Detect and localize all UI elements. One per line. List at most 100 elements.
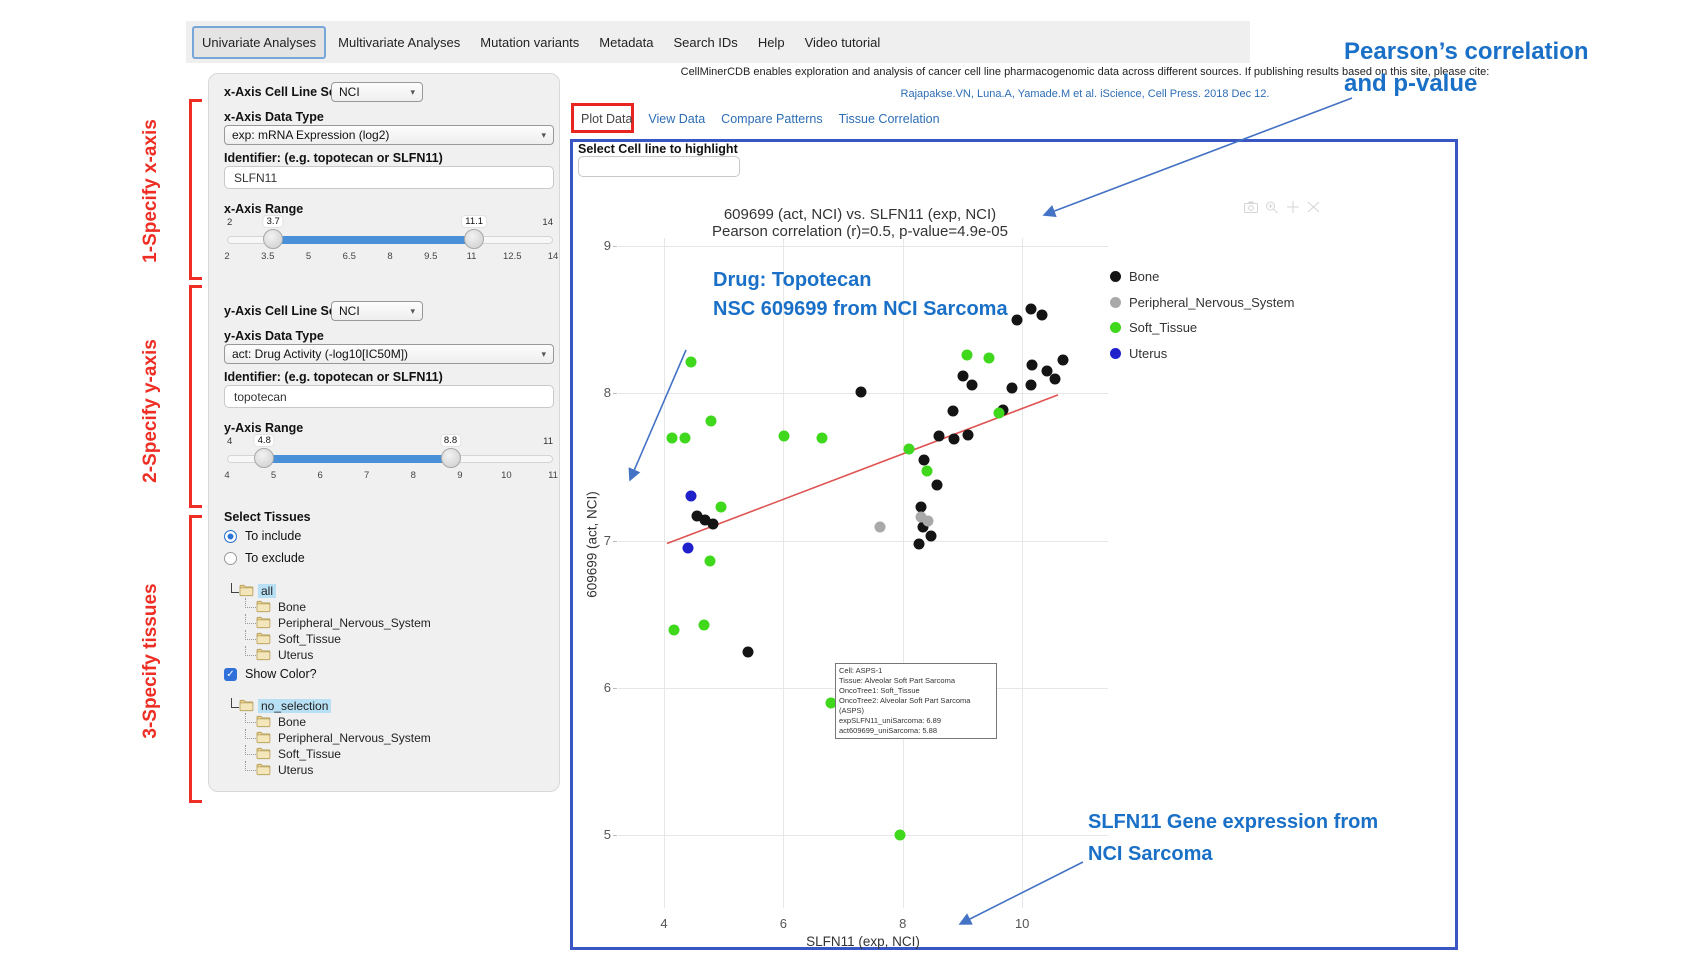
- data-point-bone[interactable]: [913, 538, 925, 550]
- tab-plot-data[interactable]: Plot Data: [581, 112, 633, 126]
- tree-node-peripheral-nervous-system[interactable]: Peripheral_Nervous_System: [245, 729, 434, 745]
- data-point-bone[interactable]: [933, 430, 945, 442]
- nav-tab-univariate-analyses[interactable]: Univariate Analyses: [192, 25, 327, 59]
- data-point-soft-tissue[interactable]: [983, 352, 995, 364]
- tree-node-all[interactable]: all: [231, 582, 277, 598]
- data-point-soft-tissue[interactable]: [816, 432, 828, 444]
- citation-link[interactable]: Rajapakse.VN, Luna.A, Yamade.M et al. iS…: [900, 88, 1270, 100]
- data-point-soft-tissue[interactable]: [921, 465, 933, 477]
- tab-view-data[interactable]: View Data: [648, 112, 706, 126]
- y-identifier-input[interactable]: topotecan: [224, 385, 554, 408]
- data-point-bone[interactable]: [1049, 373, 1061, 385]
- data-point-peripheral-nervous-system[interactable]: [922, 515, 934, 527]
- gridline-y: [618, 835, 1108, 836]
- data-point-bone[interactable]: [915, 501, 927, 513]
- y-cell-line-set-select[interactable]: NCI ▾: [331, 301, 423, 321]
- data-point-soft-tissue[interactable]: [698, 619, 710, 630]
- data-point-bone[interactable]: [1041, 365, 1053, 377]
- show-color-checkbox[interactable]: ✓: [224, 667, 237, 681]
- tab-compare-patterns[interactable]: Compare Patterns: [721, 112, 823, 126]
- slider-handle-low[interactable]: [254, 448, 275, 468]
- data-point-bone[interactable]: [962, 429, 974, 441]
- include-radio[interactable]: [224, 529, 237, 543]
- data-point-bone[interactable]: [966, 379, 978, 391]
- data-point-bone[interactable]: [1025, 379, 1037, 391]
- data-point-soft-tissue[interactable]: [679, 432, 691, 444]
- y-tick-mark: [613, 687, 617, 689]
- data-point-bone[interactable]: [947, 405, 959, 417]
- data-point-bone[interactable]: [855, 386, 867, 398]
- pan-icon[interactable]: [1285, 200, 1301, 214]
- y-axis-range-slider[interactable]: 4 11 4.8 8.8 4 5 6 7 8 9 10 11: [224, 435, 558, 483]
- data-point-soft-tissue[interactable]: [903, 443, 915, 455]
- legend-item-uterus[interactable]: Uterus: [1110, 346, 1167, 361]
- nav-tab-search-ids[interactable]: Search IDs: [673, 34, 738, 50]
- data-point-bone[interactable]: [931, 479, 943, 491]
- autoscale-icon[interactable]: [1306, 200, 1322, 214]
- data-point-bone[interactable]: [691, 510, 703, 522]
- x-cell-line-set-select[interactable]: NCI ▾: [331, 82, 423, 102]
- data-point-soft-tissue[interactable]: [894, 829, 906, 841]
- data-point-bone[interactable]: [957, 370, 968, 382]
- exclude-radio-row[interactable]: To exclude: [224, 551, 305, 565]
- data-point-uterus[interactable]: [682, 542, 694, 554]
- data-point-soft-tissue[interactable]: [715, 501, 727, 513]
- data-point-soft-tissue[interactable]: [961, 349, 973, 361]
- legend-item-bone[interactable]: Bone: [1110, 269, 1159, 284]
- x-identifier-input[interactable]: SLFN11: [224, 166, 554, 189]
- include-radio-row[interactable]: To include: [224, 529, 301, 543]
- data-point-bone[interactable]: [707, 518, 719, 530]
- tab-tissue-correlation[interactable]: Tissue Correlation: [838, 112, 940, 126]
- highlight-cell-line-input[interactable]: [578, 156, 740, 177]
- data-point-uterus[interactable]: [685, 490, 697, 502]
- data-point-soft-tissue[interactable]: [704, 555, 716, 567]
- data-point-soft-tissue[interactable]: [993, 407, 1005, 419]
- data-point-soft-tissue[interactable]: [668, 624, 680, 636]
- exclude-radio[interactable]: [224, 551, 237, 565]
- tree-node-uterus[interactable]: Uterus: [245, 646, 316, 662]
- show-color-row[interactable]: ✓ Show Color?: [224, 667, 317, 681]
- data-point-bone[interactable]: [699, 514, 711, 526]
- tree-node-soft-tissue[interactable]: Soft_Tissue: [245, 630, 344, 646]
- data-point-soft-tissue[interactable]: [778, 430, 790, 442]
- tree-node-soft-tissue[interactable]: Soft_Tissue: [245, 745, 344, 761]
- legend-item-peripheral-nervous-system[interactable]: Peripheral_Nervous_System: [1110, 295, 1294, 310]
- nav-tab-multivariate-analyses[interactable]: Multivariate Analyses: [338, 34, 461, 50]
- nav-tab-metadata[interactable]: Metadata: [599, 34, 654, 50]
- zoom-in-icon[interactable]: [1264, 200, 1280, 214]
- tree-node-uterus[interactable]: Uterus: [245, 761, 316, 777]
- x-data-type-select[interactable]: exp: mRNA Expression (log2) ▾: [224, 125, 554, 145]
- camera-icon[interactable]: [1243, 200, 1259, 214]
- data-point-soft-tissue[interactable]: [666, 432, 678, 444]
- tree-node-peripheral-nervous-system[interactable]: Peripheral_Nervous_System: [245, 614, 434, 630]
- data-point-bone[interactable]: [742, 646, 754, 658]
- data-point-bone[interactable]: [1057, 354, 1069, 366]
- data-point-bone[interactable]: [1006, 382, 1018, 393]
- data-point-bone[interactable]: [1036, 309, 1048, 321]
- x-axis-range-slider[interactable]: 2 14 3.7 11.1 2 3.5 5 6.5 8 9.5 11 12.5 14: [224, 216, 558, 264]
- slider-handle-high[interactable]: [440, 448, 461, 468]
- data-point-bone[interactable]: [948, 433, 960, 445]
- legend-item-soft-tissue[interactable]: Soft_Tissue: [1110, 320, 1197, 335]
- tree-node-no-selection[interactable]: no_selection: [231, 697, 332, 713]
- slider-handle-low[interactable]: [263, 229, 284, 249]
- data-point-bone[interactable]: [917, 521, 929, 533]
- nav-tab-help[interactable]: Help: [757, 34, 785, 50]
- data-point-peripheral-nervous-system[interactable]: [874, 521, 886, 533]
- data-point-soft-tissue[interactable]: [825, 697, 837, 709]
- nav-tab-mutation-variants[interactable]: Mutation variants: [480, 34, 580, 50]
- tooltip-line: expSLFN11_uniSarcoma: 6.89: [839, 716, 942, 725]
- data-point-bone[interactable]: [1025, 303, 1037, 315]
- nav-tab-video-tutorial[interactable]: Video tutorial: [804, 34, 881, 50]
- slider-handle-high[interactable]: [464, 229, 485, 249]
- tree-node-bone[interactable]: Bone: [245, 598, 309, 614]
- data-point-soft-tissue[interactable]: [685, 356, 697, 368]
- data-point-bone[interactable]: [1011, 314, 1023, 326]
- data-point-bone[interactable]: [925, 530, 937, 542]
- data-point-soft-tissue[interactable]: [705, 415, 717, 427]
- data-point-peripheral-nervous-system[interactable]: [915, 511, 927, 523]
- data-point-bone[interactable]: [918, 454, 930, 466]
- data-point-bone[interactable]: [1026, 359, 1038, 371]
- y-data-type-select[interactable]: act: Drug Activity (-log10[IC50M]) ▾: [224, 344, 554, 364]
- tree-node-bone[interactable]: Bone: [245, 713, 309, 729]
